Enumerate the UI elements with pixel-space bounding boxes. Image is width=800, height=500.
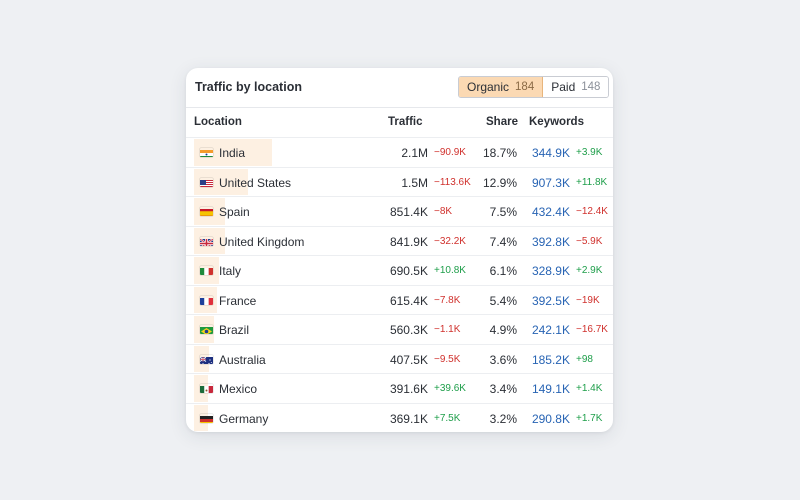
share-value: 7.4% (489, 234, 517, 249)
traffic-value: 841.9K (389, 234, 428, 249)
header-divider (186, 107, 613, 108)
keywords-delta: −19K (576, 294, 600, 306)
traffic-value: 851.4K (389, 205, 428, 219)
keywords-delta: +3.9K (576, 147, 603, 158)
keywords-delta: +1.7K (576, 412, 603, 424)
traffic-delta: +10.8K (434, 265, 466, 276)
keywords-link[interactable]: 185.2K (531, 352, 570, 367)
location-name: Brazil (219, 323, 250, 337)
table-row[interactable]: Mexico 391.6K +39.6K 3.4% 149.1K +1.4K (186, 373, 613, 403)
traffic-value: 690.5K (389, 264, 428, 278)
us-flag-icon (200, 178, 213, 187)
in-flag-icon (200, 148, 213, 157)
location-name: Mexico (219, 382, 258, 396)
location-name: France (219, 293, 257, 308)
keywords-delta: +1.4K (576, 383, 603, 394)
paid-label: Paid (551, 80, 576, 94)
traffic-by-location-widget: Traffic by location Organic 184 Paid 148… (186, 68, 613, 432)
keywords-link[interactable]: 290.8K (531, 411, 570, 426)
paid-toggle-button[interactable]: Paid 148 (543, 77, 609, 97)
gb-flag-icon (200, 237, 213, 246)
keywords-delta: +11.8K (576, 176, 608, 188)
table-row[interactable]: Spain 851.4K −8K 7.5% 432.4K −12.4K (186, 196, 613, 226)
traffic-value: 1.5M (401, 175, 428, 190)
keywords-delta: −5.9K (576, 235, 603, 247)
traffic-value: 391.6K (389, 382, 428, 396)
column-header-share: Share (486, 116, 518, 128)
traffic-delta: −32.2K (434, 235, 466, 247)
keywords-link[interactable]: 432.4K (531, 205, 570, 219)
traffic-delta: −9.5K (434, 353, 461, 365)
es-flag-icon (200, 207, 213, 216)
table-row[interactable]: United Kingdom 841.9K −32.2K 7.4% 392.8K −5.9… (186, 225, 613, 256)
traffic-delta: +39.6K (434, 383, 466, 394)
organic-toggle-button[interactable]: Organic 184 (459, 77, 544, 97)
keywords-link[interactable]: 344.9K (531, 146, 570, 160)
mx-flag-icon (200, 384, 213, 393)
share-value: 3.4% (489, 382, 517, 396)
traffic-value: 615.4K (389, 293, 428, 308)
paid-count: 148 (581, 81, 601, 93)
traffic-value: 369.1K (389, 411, 428, 426)
traffic-value: 560.3K (389, 323, 428, 337)
br-flag-icon (200, 325, 213, 334)
organic-count: 184 (515, 81, 535, 93)
table-row[interactable]: Brazil 560.3K −1.1K 4.9% 242.1K −16.7K (186, 314, 613, 344)
widget-title: Traffic by location (195, 80, 302, 94)
table-row[interactable]: Australia 407.5K −9.5K 3.6% 185.2K +98 (186, 343, 613, 374)
table-row[interactable]: India 2.1M −90.9K 18.7% 344.9K +3.9K (186, 137, 613, 167)
traffic-value: 407.5K (389, 352, 428, 367)
share-value: 7.5% (489, 205, 517, 219)
keywords-delta: +2.9K (576, 265, 603, 276)
keywords-link[interactable]: 328.9K (531, 264, 570, 278)
table-row[interactable]: Germany 369.1K +7.5K 3.2% 290.8K +1.7K (186, 402, 613, 433)
location-name: Australia (219, 352, 266, 367)
traffic-delta: −90.9K (434, 147, 466, 158)
it-flag-icon (200, 266, 213, 275)
share-value: 3.2% (489, 411, 517, 426)
share-value: 6.1% (489, 264, 517, 278)
location-name: United Kingdom (219, 234, 305, 249)
location-name: Germany (219, 411, 269, 426)
location-name: India (219, 146, 246, 160)
keywords-link[interactable]: 907.3K (531, 175, 570, 190)
widget-header: Traffic by location Organic 184 Paid 148 (186, 68, 613, 107)
column-header-location: Location (194, 116, 242, 128)
traffic-delta: −7.8K (434, 294, 461, 306)
organic-paid-toggle: Organic 184 Paid 148 (458, 76, 610, 98)
traffic-delta: −1.1K (434, 324, 461, 335)
traffic-delta: −113.6K (434, 176, 471, 188)
share-value: 4.9% (489, 323, 517, 337)
table-row[interactable]: Italy 690.5K +10.8K 6.1% 328.9K +2.9K (186, 255, 613, 285)
table-row[interactable]: France 615.4K −7.8K 5.4% 392.5K −19K (186, 284, 613, 315)
location-table-body: India 2.1M −90.9K 18.7% 344.9K +3.9K United St… (186, 137, 613, 432)
keywords-delta: +98 (576, 353, 593, 365)
keywords-link[interactable]: 242.1K (531, 323, 570, 337)
table-row[interactable]: United States 1.5M −113.6K 12.9% 907.3K +11.8… (186, 166, 613, 197)
location-name: Italy (219, 264, 242, 278)
fr-flag-icon (200, 296, 213, 305)
organic-label: Organic (467, 80, 510, 94)
share-value: 3.6% (489, 352, 517, 367)
keywords-delta: −16.7K (576, 324, 608, 335)
share-value: 12.9% (482, 175, 517, 190)
share-value: 5.4% (489, 293, 517, 308)
traffic-value: 2.1M (401, 146, 428, 160)
keywords-delta: −12.4K (576, 206, 608, 217)
au-flag-icon (200, 355, 213, 364)
location-name: Spain (219, 205, 250, 219)
location-name: United States (219, 175, 292, 190)
keywords-link[interactable]: 149.1K (531, 382, 570, 396)
share-value: 18.7% (482, 146, 517, 160)
keywords-link[interactable]: 392.5K (531, 293, 570, 308)
de-flag-icon (200, 414, 213, 423)
traffic-delta: −8K (434, 206, 453, 217)
traffic-delta: +7.5K (434, 412, 461, 424)
column-header-traffic: Traffic (388, 116, 423, 128)
column-header-keywords: Keywords (529, 116, 584, 128)
keywords-link[interactable]: 392.8K (531, 234, 570, 249)
